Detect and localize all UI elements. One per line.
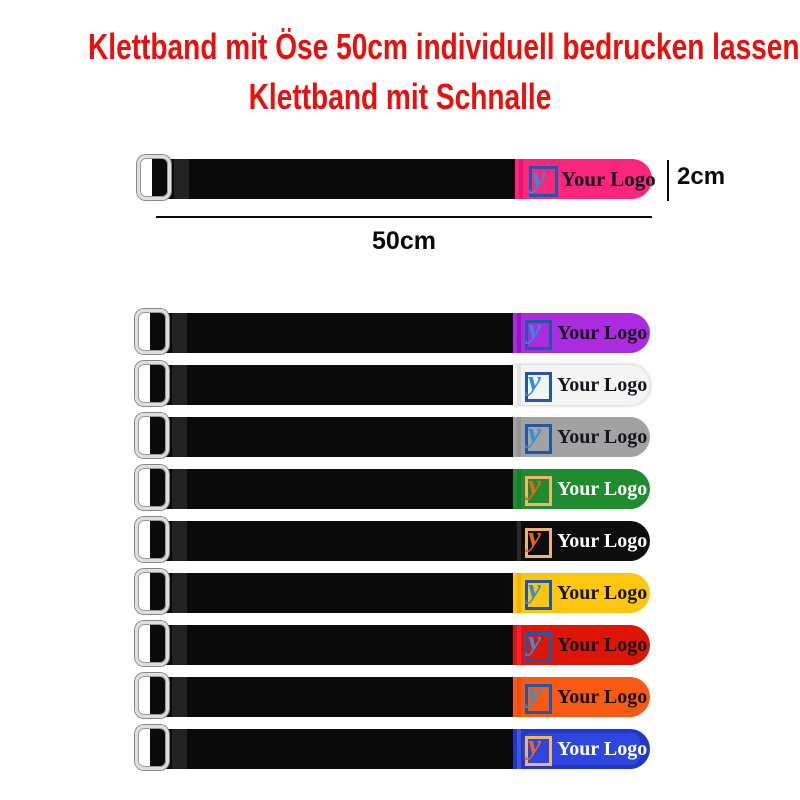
strap-fold-shade xyxy=(172,417,187,457)
strap-tip: y Your Logo xyxy=(513,625,650,665)
logo-y-glyph: y xyxy=(528,521,541,553)
logo-text: Your Logo xyxy=(561,166,656,191)
strap-body xyxy=(150,521,513,561)
logo-y-glyph: y xyxy=(528,365,541,397)
tip-fold-stripe xyxy=(517,625,521,665)
strap-gray: y Your Logo xyxy=(135,413,652,458)
logo-y-glyph: y xyxy=(528,677,541,709)
strap-pink: y Your Logo xyxy=(137,155,656,200)
logo-mark-icon: y xyxy=(525,315,552,350)
strap-red: y Your Logo xyxy=(135,621,652,666)
logo-mark-icon: y xyxy=(525,419,552,454)
strap-tip: y Your Logo xyxy=(513,573,650,613)
logo-y-glyph: y xyxy=(528,729,541,761)
strap-body xyxy=(150,365,513,405)
strap-fold-shade xyxy=(172,521,187,561)
strap-tip: y Your Logo xyxy=(513,521,650,561)
strap-fold-shade xyxy=(172,365,187,405)
strap-fold-shade xyxy=(172,625,187,665)
logo-y-glyph: y xyxy=(528,417,541,449)
strap-tip: y Your Logo xyxy=(513,729,650,769)
logo-y-glyph: y xyxy=(528,573,541,605)
logo-mark-icon: y xyxy=(525,367,552,402)
buckle-ring-icon xyxy=(135,569,169,614)
strap-fold-shade xyxy=(172,313,187,353)
logo-text: Your Logo xyxy=(557,529,648,552)
logo-text: Your Logo xyxy=(557,477,648,500)
strap-purple: y Your Logo xyxy=(135,309,652,354)
strap-tip: y Your Logo xyxy=(513,417,650,457)
logo-text: Your Logo xyxy=(557,633,648,656)
tip-fold-stripe xyxy=(517,365,521,405)
buckle-ring-icon xyxy=(135,465,169,510)
logo-text: Your Logo xyxy=(557,685,648,708)
tip-fold-stripe xyxy=(517,521,521,561)
strap-tip: y Your Logo xyxy=(515,159,656,199)
strap-fold-shade xyxy=(172,573,187,613)
height-dimension-label: 2cm xyxy=(677,163,726,190)
logo-y-glyph: y xyxy=(532,159,546,194)
strap-tip: y Your Logo xyxy=(513,469,650,509)
length-dimension-label: 50cm xyxy=(372,227,436,255)
logo-text: Your Logo xyxy=(557,737,648,760)
logo-text: Your Logo xyxy=(557,581,648,604)
strap-black: y Your Logo xyxy=(135,517,652,562)
strap-body xyxy=(152,159,515,199)
strap-body xyxy=(150,469,513,509)
logo-mark-icon: y xyxy=(525,627,552,662)
strap-tip: y Your Logo xyxy=(513,677,650,717)
strap-fold-shade xyxy=(172,677,187,717)
page-title: Klettband mit Öse 50cm individuell bedru… xyxy=(0,22,800,122)
buckle-ring-icon xyxy=(135,517,169,562)
logo-y-glyph: y xyxy=(528,625,541,657)
buckle-ring-icon xyxy=(135,673,169,718)
strap-fold-shade xyxy=(172,469,187,509)
strap-body xyxy=(150,313,513,353)
tip-fold-stripe xyxy=(519,159,523,199)
buckle-ring-icon xyxy=(135,725,169,770)
strap-tip: y Your Logo xyxy=(513,313,650,353)
strap-body xyxy=(150,417,513,457)
strap-yellow: y Your Logo xyxy=(135,569,652,614)
tip-fold-stripe xyxy=(517,417,521,457)
logo-y-glyph: y xyxy=(528,313,541,345)
strap-tip: y Your Logo xyxy=(513,365,650,405)
tip-fold-stripe xyxy=(517,313,521,353)
strap-green: y Your Logo xyxy=(135,465,652,510)
buckle-ring-icon xyxy=(135,413,169,458)
tip-fold-stripe xyxy=(517,469,521,509)
strap-blue: y Your Logo xyxy=(135,725,652,770)
strap-white: y Your Logo xyxy=(135,361,652,406)
buckle-ring-icon xyxy=(137,155,171,200)
tip-fold-stripe xyxy=(517,573,521,613)
strap-body xyxy=(150,573,513,613)
strap-body xyxy=(150,729,513,769)
height-dimension-line xyxy=(667,160,669,201)
logo-mark-icon: y xyxy=(525,731,552,766)
logo-mark-icon: y xyxy=(529,161,558,197)
strap-orange: y Your Logo xyxy=(135,673,652,718)
strap-body xyxy=(150,625,513,665)
logo-mark-icon: y xyxy=(525,471,552,506)
buckle-ring-icon xyxy=(135,621,169,666)
tip-fold-stripe xyxy=(517,677,521,717)
logo-text: Your Logo xyxy=(557,373,648,396)
logo-mark-icon: y xyxy=(525,575,552,610)
strap-fold-shade xyxy=(172,729,187,769)
title-line-1: Klettband mit Öse 50cm individuell bedru… xyxy=(88,26,800,67)
logo-y-glyph: y xyxy=(528,469,541,501)
logo-text: Your Logo xyxy=(557,425,648,448)
logo-text: Your Logo xyxy=(557,321,648,344)
title-line-2: Klettband mit Schnalle xyxy=(248,76,552,117)
tip-fold-stripe xyxy=(517,729,521,769)
logo-mark-icon: y xyxy=(525,523,552,558)
buckle-ring-icon xyxy=(135,361,169,406)
buckle-ring-icon xyxy=(135,309,169,354)
strap-body xyxy=(150,677,513,717)
strap-fold-shade xyxy=(174,159,189,199)
logo-mark-icon: y xyxy=(525,679,552,714)
length-dimension-line xyxy=(156,216,652,218)
